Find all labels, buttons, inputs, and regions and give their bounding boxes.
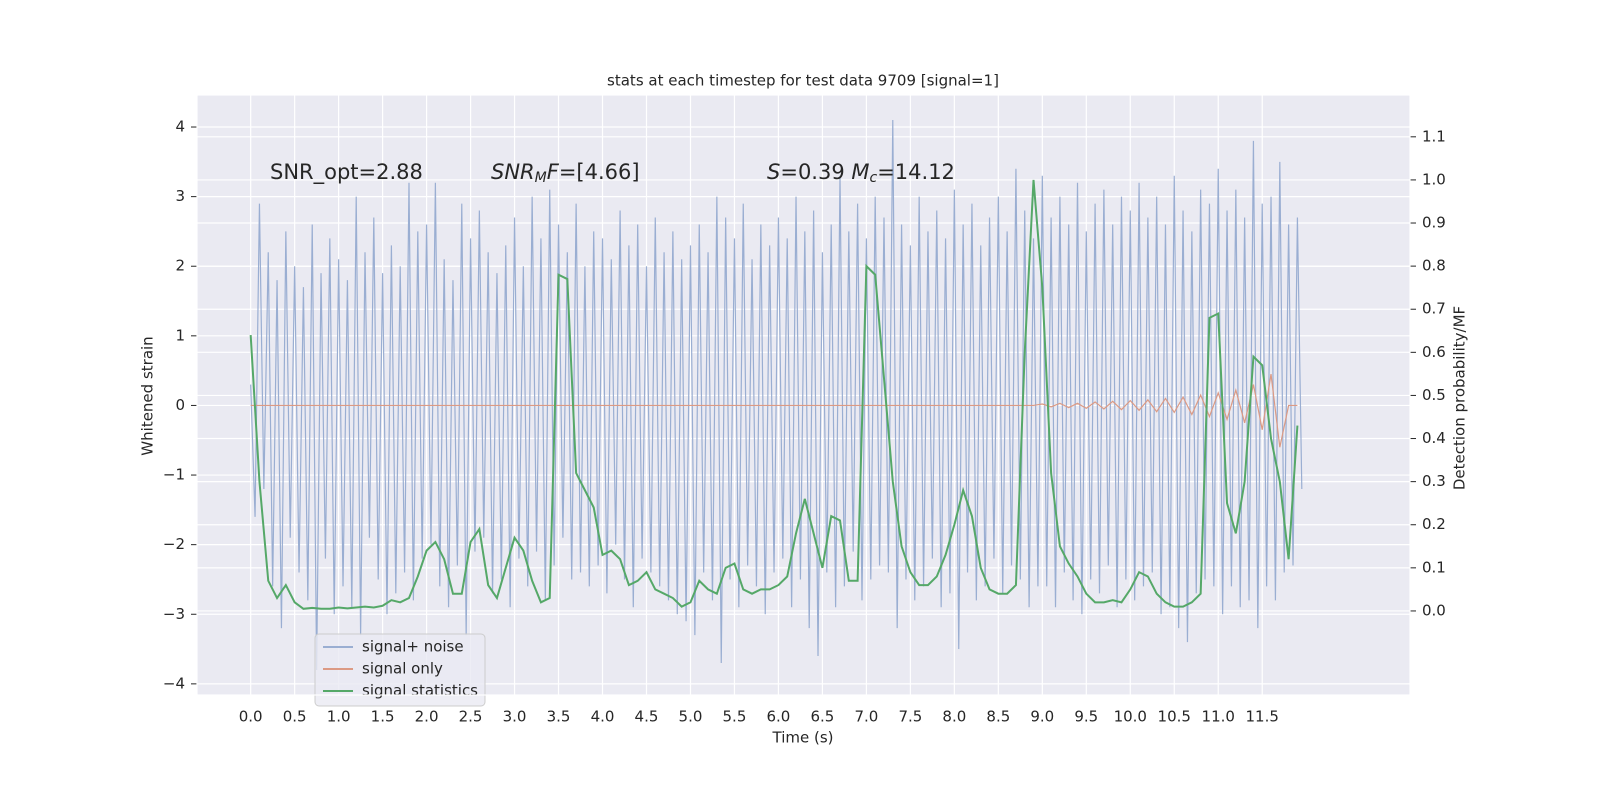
y-tick-label: −3: [163, 605, 185, 623]
chart-title: stats at each timestep for test data 970…: [607, 72, 999, 90]
y-tick-label: 1: [175, 326, 185, 344]
y2-tick-label: 0.4: [1422, 429, 1446, 447]
x-tick-label: 6.5: [810, 708, 834, 726]
x-tick-label: 2.0: [415, 708, 439, 726]
x-tick-label: 5.5: [723, 708, 747, 726]
series-line: [250, 120, 1303, 670]
y2-tick-label: 0.0: [1422, 601, 1446, 619]
annotation-part: =[4.66]: [559, 160, 640, 184]
x-tick-label: 8.0: [942, 708, 966, 726]
x-tick-label: 0.5: [283, 708, 307, 726]
plot-frame: [196, 94, 1411, 696]
x-tick-label: 8.5: [986, 708, 1010, 726]
y-tick-label: 0: [175, 396, 185, 414]
annotation: SNR_opt=2.88: [270, 160, 423, 185]
annotation-part: M: [535, 170, 547, 186]
x-tick-label: 6.0: [767, 708, 791, 726]
legend-label: signal+ noise: [362, 638, 464, 656]
annotation-part: S: [767, 160, 780, 184]
x-tick-label: 1.5: [371, 708, 395, 726]
y2-tick-label: 0.8: [1422, 257, 1446, 275]
annotation-part: =0.39: [780, 160, 851, 184]
x-tick-label: 0.0: [239, 708, 263, 726]
x-tick-label: 4.5: [635, 708, 659, 726]
y2-axis-label: Detection probability/MF: [1451, 306, 1469, 490]
x-tick-label: 10.0: [1114, 708, 1147, 726]
annotation-part: M: [851, 160, 869, 184]
x-tick-label: 4.0: [591, 708, 615, 726]
x-tick-label: 9.0: [1030, 708, 1054, 726]
y-axis-label: Whitened strain: [139, 336, 157, 455]
x-tick-label: 3.0: [503, 708, 527, 726]
legend-label: signal statistics: [362, 682, 478, 700]
y2-tick-label: 0.3: [1422, 472, 1446, 490]
annotation-part: F: [547, 160, 560, 184]
y-tick-label: −2: [163, 535, 185, 553]
x-tick-label: 10.5: [1158, 708, 1191, 726]
x-tick-label: 11.5: [1246, 708, 1279, 726]
y2-tick-label: 1.0: [1422, 170, 1446, 188]
y2-tick-label: 0.6: [1422, 343, 1446, 361]
y2-tick-label: 0.5: [1422, 386, 1446, 404]
x-tick-label: 9.5: [1074, 708, 1098, 726]
y-tick-label: −1: [163, 466, 185, 484]
y-tick-label: 2: [175, 257, 185, 275]
y2-tick-label: 0.7: [1422, 300, 1446, 318]
y-tick-label: −4: [163, 674, 185, 692]
x-tick-label: 2.5: [459, 708, 483, 726]
annotation-part: SNR: [491, 160, 535, 184]
x-tick-label: 5.0: [679, 708, 703, 726]
x-tick-label: 3.5: [547, 708, 571, 726]
y2-tick-label: 0.1: [1422, 558, 1446, 576]
y2-tick-label: 1.1: [1422, 127, 1446, 145]
y2-tick-label: 0.9: [1422, 214, 1446, 232]
y2-tick-label: 0.2: [1422, 515, 1446, 533]
x-tick-label: 7.5: [898, 708, 922, 726]
legend-label: signal only: [362, 660, 443, 678]
x-tick-label: 7.0: [854, 708, 878, 726]
x-tick-label: 1.0: [327, 708, 351, 726]
annotation-part: c: [870, 170, 878, 186]
y-tick-label: 4: [175, 118, 185, 136]
annotation-part: SNR_opt=2.88: [270, 160, 423, 185]
annotation: SNRMF=[4.66]: [491, 160, 640, 186]
series-line: [250, 374, 1298, 448]
series-line: [249, 179, 1299, 610]
annotation-part: =14.12: [877, 160, 955, 184]
annotation: S=0.39 Mc=14.12: [767, 160, 955, 186]
x-tick-label: 11.0: [1202, 708, 1235, 726]
x-axis-label: Time (s): [772, 729, 834, 747]
legend-box: [314, 633, 486, 707]
y-tick-label: 3: [175, 187, 185, 205]
